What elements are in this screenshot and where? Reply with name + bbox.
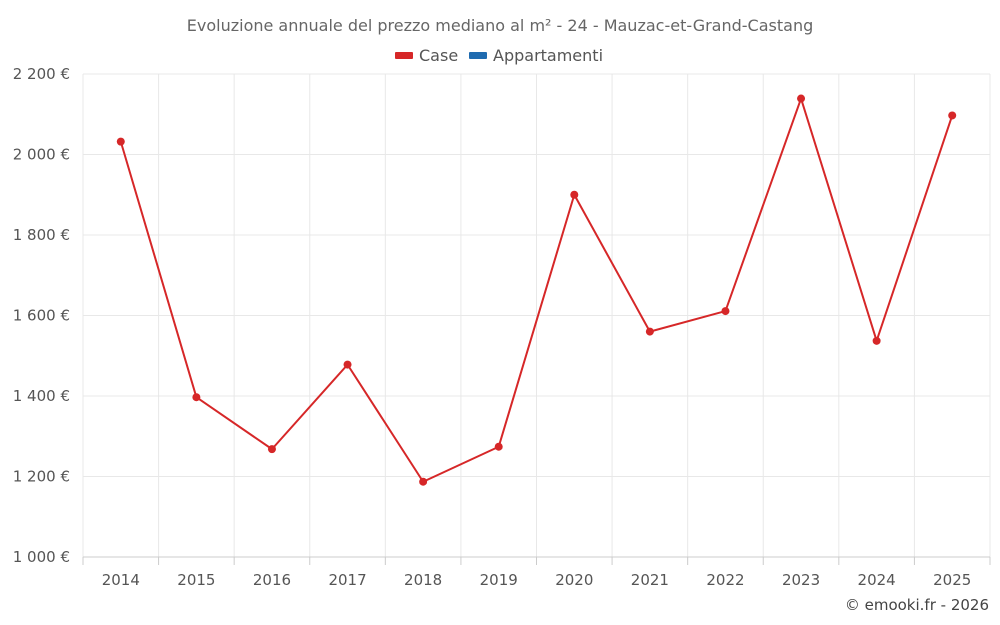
legend-swatch-case <box>395 52 413 59</box>
x-tick-label: 2020 <box>555 571 593 589</box>
y-tick-label: 1 000 € <box>13 548 70 566</box>
y-axis: 1 000 € 1 200 € 1 400 € 1 600 € 1 800 € 2 000… <box>13 65 70 566</box>
y-tick-label: 1 200 € <box>13 468 70 486</box>
x-tick-label: 2016 <box>253 571 291 589</box>
legend-label-case: Case <box>419 46 458 65</box>
x-tick-label: 2015 <box>177 571 215 589</box>
legend-item-case[interactable]: Case <box>395 46 458 65</box>
data-point[interactable] <box>872 336 881 345</box>
data-point[interactable] <box>116 137 125 146</box>
data-point[interactable] <box>419 477 428 486</box>
data-point[interactable] <box>797 94 806 103</box>
y-tick-label: 2 200 € <box>13 65 70 83</box>
credit-text: © emooki.fr - 2026 <box>845 596 989 614</box>
y-tick-label: 2 000 € <box>13 146 70 164</box>
data-point[interactable] <box>343 360 352 369</box>
series <box>116 94 957 486</box>
data-point[interactable] <box>570 190 579 199</box>
legend[interactable]: Case Appartamenti <box>395 46 603 65</box>
chart-title: Evoluzione annuale del prezzo mediano al… <box>187 16 813 35</box>
x-tick-label: 2014 <box>102 571 140 589</box>
x-tick-label: 2019 <box>480 571 518 589</box>
grid <box>82 73 991 557</box>
series-line-case <box>119 97 954 483</box>
legend-label-appartamenti: Appartamenti <box>493 46 603 65</box>
data-point[interactable] <box>494 442 503 451</box>
x-tick-label: 2024 <box>858 571 896 589</box>
x-tick-label: 2025 <box>933 571 971 589</box>
data-point[interactable] <box>267 445 276 454</box>
legend-swatch-appartamenti <box>469 52 487 59</box>
data-point[interactable] <box>192 393 201 402</box>
data-point[interactable] <box>948 111 957 120</box>
data-point[interactable] <box>721 307 730 316</box>
x-tick-label: 2017 <box>328 571 366 589</box>
data-point[interactable] <box>645 327 654 336</box>
legend-item-appartamenti[interactable]: Appartamenti <box>469 46 603 65</box>
y-tick-label: 1 800 € <box>13 226 70 244</box>
x-axis: 2014 2015 2016 2017 2018 2019 2020 2021 2022 2023… <box>82 556 991 589</box>
x-tick-label: 2023 <box>782 571 820 589</box>
y-tick-label: 1 600 € <box>13 307 70 325</box>
x-tick-label: 2022 <box>706 571 744 589</box>
x-tick-label: 2018 <box>404 571 442 589</box>
y-tick-label: 1 400 € <box>13 387 70 405</box>
x-tick-label: 2021 <box>631 571 669 589</box>
